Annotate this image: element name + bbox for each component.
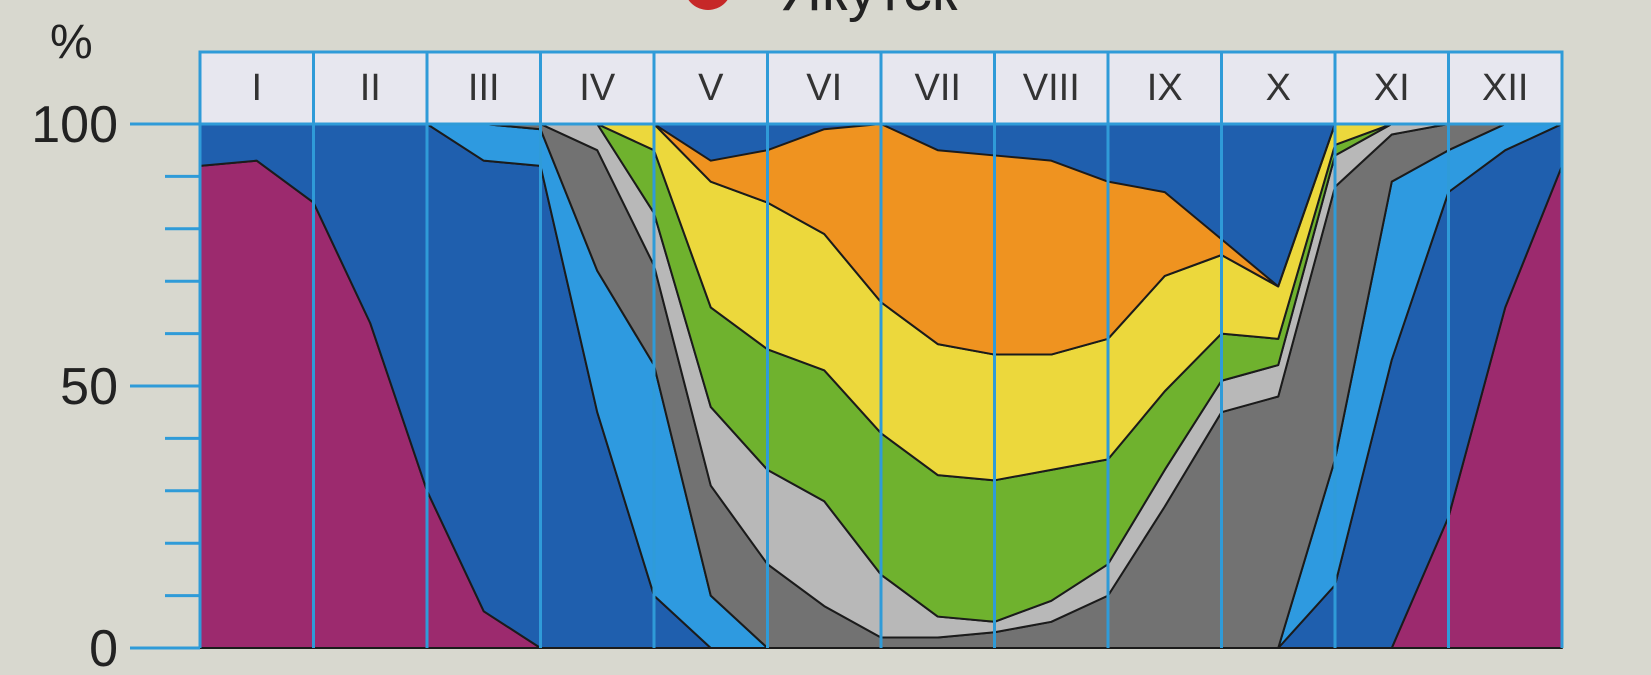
month-label: V [698,67,724,109]
month-label: XI [1374,67,1410,109]
city-marker-icon [688,0,728,10]
month-label: VIII [1023,67,1080,109]
month-label: IV [579,67,616,109]
y-tick-label: 100 [31,96,118,154]
y-axis-label: % [50,16,93,69]
month-header: I II III IV V VI VII VIII IX X XI XII [198,50,1564,126]
y-tick-label: 0 [89,620,118,675]
month-label: X [1266,67,1291,109]
y-axis: 0 50 100 [31,96,200,675]
month-dividers [198,52,1564,648]
month-label: III [468,67,500,109]
chart-title: Якутск [780,0,958,23]
month-label: I [251,67,262,109]
month-label: VI [806,67,842,109]
month-label: IX [1147,67,1183,109]
month-label: XII [1482,67,1528,109]
y-tick-label: 50 [60,358,118,416]
month-label: II [360,67,381,109]
month-label: VII [915,67,961,109]
